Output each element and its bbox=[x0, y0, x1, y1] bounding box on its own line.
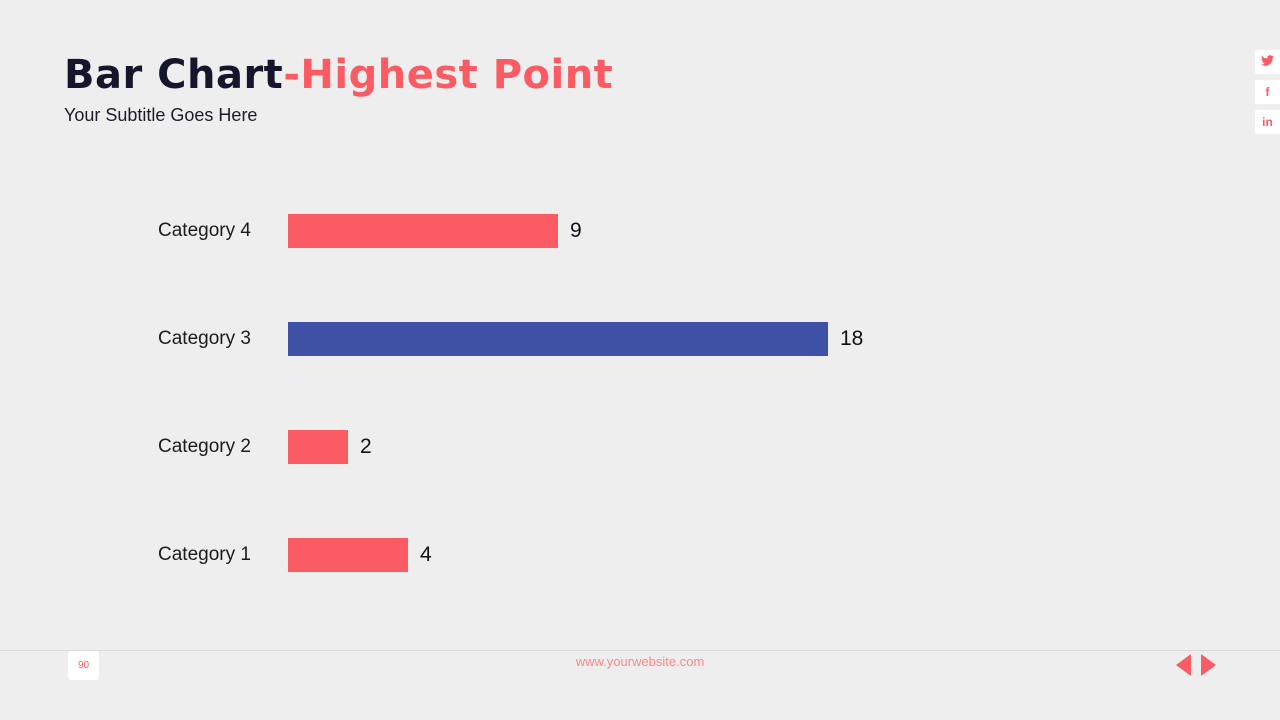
category-label: Category 4 bbox=[158, 220, 251, 241]
page-title-accent: -Highest Point bbox=[283, 52, 614, 98]
chart-row: Category 3 18 bbox=[158, 285, 863, 393]
category-label: Category 1 bbox=[158, 544, 251, 565]
twitter-icon bbox=[1261, 54, 1274, 70]
category-label: Category 3 bbox=[158, 328, 251, 349]
bar-value: 9 bbox=[570, 219, 582, 242]
bar bbox=[288, 214, 558, 248]
bar-value: 4 bbox=[420, 543, 432, 566]
bar-chart: Category 4 9 Category 3 18 Category 2 2 Catego… bbox=[158, 177, 863, 609]
page-number: 90 bbox=[77, 660, 90, 671]
page-subtitle: Your Subtitle Goes Here bbox=[64, 105, 258, 125]
bar-value: 2 bbox=[360, 435, 372, 458]
next-slide-icon[interactable] bbox=[1201, 654, 1216, 676]
page-number-badge: 90 bbox=[68, 651, 99, 680]
slide-navigation bbox=[1176, 654, 1216, 676]
facebook-button[interactable]: f bbox=[1255, 80, 1280, 104]
previous-slide-icon[interactable] bbox=[1176, 654, 1191, 676]
bar bbox=[288, 430, 348, 464]
category-label: Category 2 bbox=[158, 436, 251, 457]
chart-row: Category 4 9 bbox=[158, 177, 863, 285]
linkedin-icon: in bbox=[1262, 115, 1273, 129]
bar bbox=[288, 538, 408, 572]
chart-row: Category 1 4 bbox=[158, 501, 863, 609]
page-title: Bar Chart-Highest Point bbox=[64, 52, 613, 98]
bar bbox=[288, 322, 828, 356]
social-links: f in bbox=[1255, 50, 1280, 134]
website-link[interactable]: www.yourwebsite.com bbox=[575, 654, 705, 669]
facebook-icon: f bbox=[1265, 85, 1270, 99]
linkedin-button[interactable]: in bbox=[1255, 110, 1280, 134]
bar-value: 18 bbox=[840, 327, 864, 350]
footer-divider bbox=[0, 650, 1280, 651]
chart-row: Category 2 2 bbox=[158, 393, 863, 501]
twitter-button[interactable] bbox=[1255, 50, 1280, 74]
page-title-primary: Bar Chart bbox=[64, 52, 284, 98]
